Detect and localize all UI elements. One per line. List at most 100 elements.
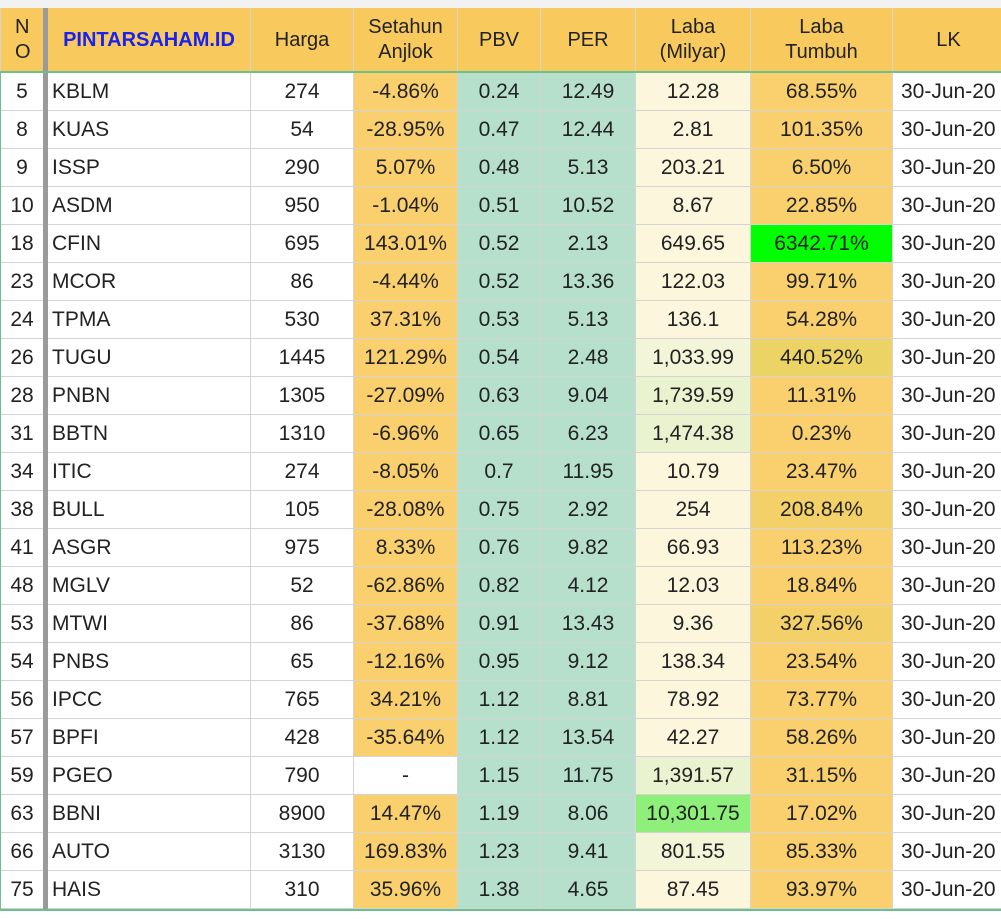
- table-cell: KUAS: [45, 110, 251, 149]
- table-cell: 0.76: [457, 528, 541, 567]
- table-cell: 30-Jun-20: [892, 452, 1001, 491]
- table-row: 18 CFIN 695 143.01% 0.52 2.13 649.65 6342.71% 30…: [0, 224, 1001, 263]
- table-cell: 42.27: [635, 718, 751, 757]
- table-cell: 274: [250, 452, 354, 491]
- table-cell: 9.41: [540, 832, 636, 871]
- table-cell: 58.26%: [750, 718, 893, 757]
- table-cell: HAIS: [45, 870, 251, 909]
- table-cell: 105: [250, 490, 354, 529]
- table-cell: 66: [0, 832, 48, 871]
- table-cell: AUTO: [45, 832, 251, 871]
- header-cell: Laba (Milyar): [635, 0, 751, 73]
- table-cell: 1445: [250, 338, 354, 377]
- table-cell: 23.54%: [750, 642, 893, 681]
- table-cell: 1.12: [457, 718, 541, 757]
- table-cell: 0.47: [457, 110, 541, 149]
- table-cell: 12.44: [540, 110, 636, 149]
- table-cell: 63: [0, 794, 48, 833]
- table-cell: 695: [250, 224, 354, 263]
- table-cell: 41: [0, 528, 48, 567]
- table-cell: 13.36: [540, 262, 636, 301]
- table-cell: 86: [250, 604, 354, 643]
- table-row: 75 HAIS 310 35.96% 1.38 4.65 87.45 93.97% 30-Jun…: [0, 870, 1001, 909]
- table-cell: 4.12: [540, 566, 636, 605]
- table-cell: 1.15: [457, 756, 541, 795]
- table-row: 31 BBTN 1310 -6.96% 0.65 6.23 1,474.38 0.23% 30-…: [0, 414, 1001, 453]
- table-cell: 0.52: [457, 262, 541, 301]
- table-row: 23 MCOR 86 -4.44% 0.52 13.36 122.03 99.71% 30-Ju…: [0, 262, 1001, 301]
- table-cell: 9.04: [540, 376, 636, 415]
- table-cell: 30-Jun-20: [892, 376, 1001, 415]
- table-cell: 2.13: [540, 224, 636, 263]
- table-cell: 0.95: [457, 642, 541, 681]
- table-cell: 0.75: [457, 490, 541, 529]
- table-cell: 2.92: [540, 490, 636, 529]
- table-cell: 0.52: [457, 224, 541, 263]
- table-row: 9 ISSP 290 5.07% 0.48 5.13 203.21 6.50% 30-Jun-2…: [0, 148, 1001, 187]
- header-text: Harga: [274, 28, 330, 51]
- table-cell: 30-Jun-20: [892, 148, 1001, 187]
- table-cell: 5.13: [540, 300, 636, 339]
- table-cell: 122.03: [635, 262, 751, 301]
- table-cell: 87.45: [635, 870, 751, 909]
- table-row: 54 PNBS 65 -12.16% 0.95 9.12 138.34 23.54% 30-Ju…: [0, 642, 1001, 681]
- table-cell: ASDM: [45, 186, 251, 225]
- table-cell: 0.91: [457, 604, 541, 643]
- table-cell: 5.07%: [353, 148, 458, 187]
- table-cell: 11.31%: [750, 376, 893, 415]
- table-cell: 30-Jun-20: [892, 794, 1001, 833]
- table-cell: 26: [0, 338, 48, 377]
- table-cell: 34.21%: [353, 680, 458, 719]
- table-cell: 57: [0, 718, 48, 757]
- table-cell: -35.64%: [353, 718, 458, 757]
- header-text: PER: [567, 28, 609, 51]
- table-cell: 138.34: [635, 642, 751, 681]
- header-text: LK: [936, 28, 961, 51]
- table-cell: 143.01%: [353, 224, 458, 263]
- table-cell: 48: [0, 566, 48, 605]
- table-cell: 86: [250, 262, 354, 301]
- table-row: 57 BPFI 428 -35.64% 1.12 13.54 42.27 58.26% 30-J…: [0, 718, 1001, 757]
- table-cell: 17.02%: [750, 794, 893, 833]
- table-cell: ISSP: [45, 148, 251, 187]
- table-cell: BBNI: [45, 794, 251, 833]
- table-cell: -62.86%: [353, 566, 458, 605]
- table-cell: 11.75: [540, 756, 636, 795]
- table-cell: 310: [250, 870, 354, 909]
- table-cell: 30-Jun-20: [892, 832, 1001, 871]
- table-cell: 274: [250, 72, 354, 111]
- table-cell: 30-Jun-20: [892, 756, 1001, 795]
- table-cell: MGLV: [45, 566, 251, 605]
- table-cell: 10.52: [540, 186, 636, 225]
- table-row: 56 IPCC 765 34.21% 1.12 8.81 78.92 73.77% 30-Jun…: [0, 680, 1001, 719]
- table-cell: 30-Jun-20: [892, 224, 1001, 263]
- table-cell: -28.08%: [353, 490, 458, 529]
- table-cell: -1.04%: [353, 186, 458, 225]
- table-cell: 10.79: [635, 452, 751, 491]
- table-cell: 30-Jun-20: [892, 642, 1001, 681]
- table-cell: CFIN: [45, 224, 251, 263]
- table-cell: 37.31%: [353, 300, 458, 339]
- table-row: 8 KUAS 54 -28.95% 0.47 12.44 2.81 101.35% 30-Jun…: [0, 110, 1001, 149]
- table-cell: 30-Jun-20: [892, 414, 1001, 453]
- table-cell: 8900: [250, 794, 354, 833]
- table-cell: 11.95: [540, 452, 636, 491]
- table-cell: 1,391.57: [635, 756, 751, 795]
- table-cell: TPMA: [45, 300, 251, 339]
- table-cell: 53: [0, 604, 48, 643]
- table-cell: ITIC: [45, 452, 251, 491]
- table-cell: 136.1: [635, 300, 751, 339]
- table-cell: 66.93: [635, 528, 751, 567]
- table-cell: 85.33%: [750, 832, 893, 871]
- table-cell: 0.23%: [750, 414, 893, 453]
- header-text: NO: [15, 16, 31, 63]
- table-cell: 9: [0, 148, 48, 187]
- table-cell: 22.85%: [750, 186, 893, 225]
- table-cell: 34: [0, 452, 48, 491]
- table-cell: 99.71%: [750, 262, 893, 301]
- table-cell: 169.83%: [353, 832, 458, 871]
- table-cell: 208.84%: [750, 490, 893, 529]
- table-cell: 54: [0, 642, 48, 681]
